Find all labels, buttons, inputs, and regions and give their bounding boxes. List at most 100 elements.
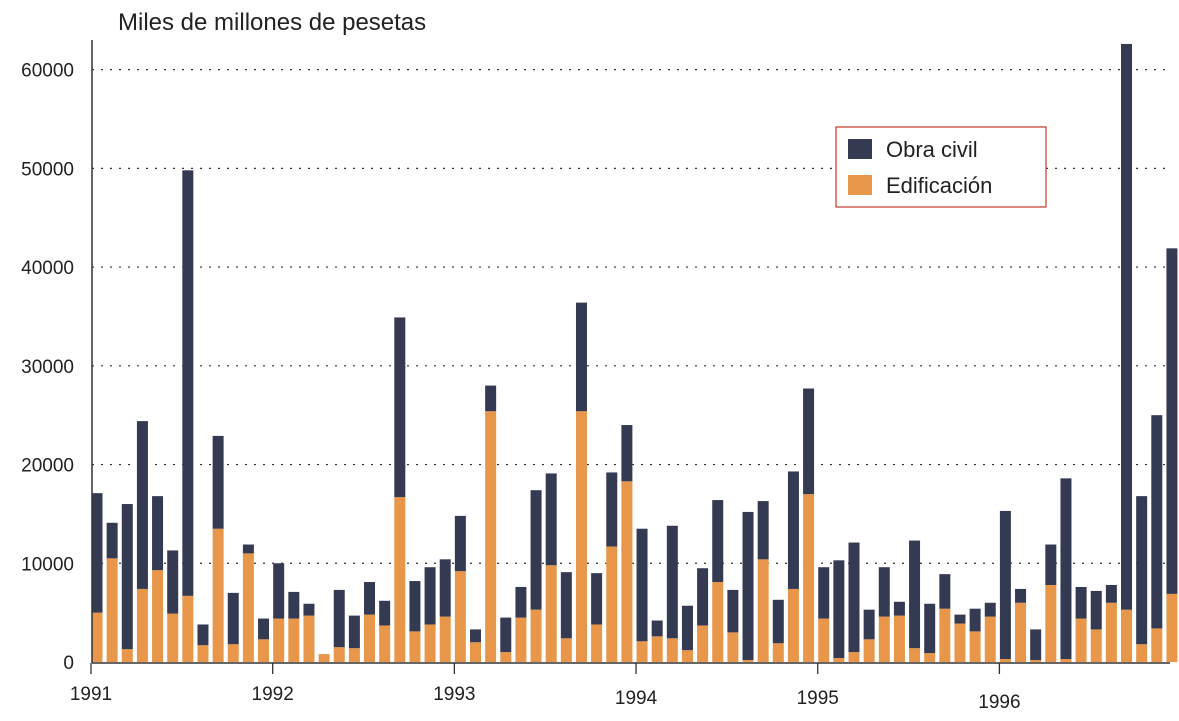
bar-edificacion: [1015, 602, 1027, 662]
bar-obra-civil: [1060, 478, 1072, 660]
bar-edificacion: [394, 497, 406, 662]
bar-obra-civil: [1045, 544, 1057, 585]
bar-obra-civil: [303, 603, 315, 616]
bar-obra-civil: [1075, 586, 1087, 619]
x-tick-label: 1994: [615, 688, 658, 709]
bar-obra-civil: [681, 605, 693, 651]
bar-edificacion: [1105, 602, 1117, 662]
bar-obra-civil: [409, 581, 421, 632]
bar-edificacion: [575, 411, 587, 662]
bar-edificacion: [212, 528, 224, 662]
bar-edificacion: [197, 645, 209, 662]
bar-edificacion: [1060, 659, 1072, 662]
x-tick-label: 1996: [978, 692, 1020, 713]
bar-obra-civil: [152, 496, 164, 571]
bar-edificacion: [636, 641, 648, 662]
bar-obra-civil: [772, 599, 784, 644]
bar-edificacion: [121, 649, 133, 662]
bar-obra-civil: [364, 582, 376, 615]
bar-obra-civil: [818, 567, 830, 619]
bar-obra-civil: [212, 435, 224, 529]
bar-edificacion: [742, 660, 754, 662]
bar-edificacion: [167, 613, 179, 662]
bar-obra-civil: [1136, 496, 1148, 645]
legend-swatch: [848, 139, 872, 159]
bar-obra-civil: [787, 471, 799, 589]
y-tick-label: 30000: [21, 357, 74, 378]
bar-edificacion: [712, 582, 724, 662]
bar-edificacion: [666, 638, 678, 662]
bar-edificacion: [409, 631, 421, 662]
bar-obra-civil: [833, 560, 845, 659]
bar-obra-civil: [1121, 43, 1133, 610]
bar-edificacion: [515, 617, 527, 662]
bar-obra-civil: [242, 544, 254, 554]
bar-edificacion: [106, 558, 118, 662]
bar-obra-civil: [121, 504, 133, 650]
bar-obra-civil: [379, 600, 391, 626]
bar-edificacion: [924, 653, 936, 662]
bar-obra-civil: [1151, 415, 1163, 629]
bar-obra-civil: [939, 574, 951, 609]
bar-obra-civil: [394, 317, 406, 498]
bar-edificacion: [560, 638, 572, 662]
bar-edificacion: [893, 615, 905, 662]
bar-edificacion: [348, 648, 360, 662]
bar-obra-civil: [893, 601, 905, 616]
bar-obra-civil: [1030, 629, 1042, 661]
bar-edificacion: [954, 623, 966, 662]
bar-obra-civil: [757, 501, 769, 560]
bar-obra-civil: [666, 525, 678, 639]
bar-edificacion: [91, 612, 103, 662]
bar-obra-civil: [954, 614, 966, 624]
bar-edificacion: [454, 571, 466, 662]
bar-obra-civil: [651, 620, 663, 637]
bar-obra-civil: [273, 563, 285, 619]
bar-edificacion: [1136, 644, 1148, 662]
x-tick-label: 1991: [70, 684, 112, 705]
bar-edificacion: [1166, 593, 1178, 662]
bar-obra-civil: [1166, 248, 1178, 594]
bar-obra-civil: [575, 302, 587, 412]
bar-edificacion: [606, 546, 618, 662]
bar-obra-civil: [560, 572, 572, 639]
x-tick-label: 1993: [433, 684, 475, 705]
y-tick-label: 50000: [21, 159, 74, 180]
bar-edificacion: [787, 588, 799, 662]
bar-edificacion: [1151, 628, 1163, 662]
bar-edificacion: [833, 658, 845, 662]
bar-edificacion: [984, 616, 996, 662]
bar-obra-civil: [530, 490, 542, 610]
bar-edificacion: [803, 494, 815, 662]
y-tick-label: 40000: [21, 258, 74, 279]
bar-obra-civil: [106, 522, 118, 559]
bar-obra-civil: [697, 568, 709, 626]
bar-edificacion: [727, 632, 739, 662]
bar-edificacion: [969, 631, 981, 662]
bar-edificacion: [848, 652, 860, 662]
bar-edificacion: [999, 659, 1011, 662]
bar-obra-civil: [227, 592, 239, 645]
bar-edificacion: [485, 411, 497, 662]
y-tick-label: 20000: [21, 456, 74, 477]
bar-obra-civil: [348, 615, 360, 649]
bar-edificacion: [530, 609, 542, 662]
bar-obra-civil: [984, 602, 996, 617]
bar-obra-civil: [878, 567, 890, 617]
bar-edificacion: [1075, 618, 1087, 662]
bar-edificacion: [424, 624, 436, 662]
bar-edificacion: [863, 639, 875, 662]
bar-edificacion: [303, 615, 315, 662]
bar-obra-civil: [1105, 584, 1117, 603]
bar-obra-civil: [712, 500, 724, 583]
bar-obra-civil: [470, 629, 481, 643]
bar-obra-civil: [621, 425, 633, 482]
bar-edificacion: [439, 616, 451, 662]
legend-swatch: [848, 175, 872, 195]
bar-edificacion: [697, 625, 709, 662]
bar-obra-civil: [999, 510, 1011, 660]
bar-obra-civil: [288, 591, 300, 619]
bar-edificacion: [1030, 660, 1042, 662]
bar-edificacion: [273, 618, 285, 662]
bar-obra-civil: [545, 473, 557, 566]
